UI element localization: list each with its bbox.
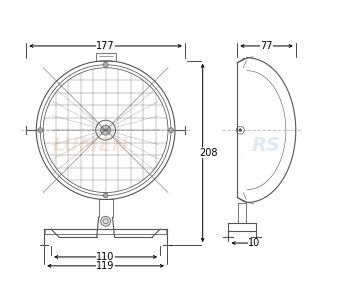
Text: 10: 10 <box>248 238 260 248</box>
Circle shape <box>101 216 111 226</box>
Text: 110: 110 <box>96 252 115 262</box>
Text: 119: 119 <box>96 261 115 271</box>
Circle shape <box>38 128 43 133</box>
Text: 77: 77 <box>260 41 273 51</box>
Circle shape <box>103 193 108 198</box>
Bar <box>96 53 116 61</box>
Text: 208: 208 <box>199 148 218 158</box>
Text: 177: 177 <box>96 41 115 51</box>
Circle shape <box>101 125 111 135</box>
Text: LUMEN: LUMEN <box>53 136 129 155</box>
Circle shape <box>103 62 108 67</box>
Circle shape <box>239 129 242 132</box>
Circle shape <box>169 128 173 133</box>
Text: RS: RS <box>251 136 281 155</box>
